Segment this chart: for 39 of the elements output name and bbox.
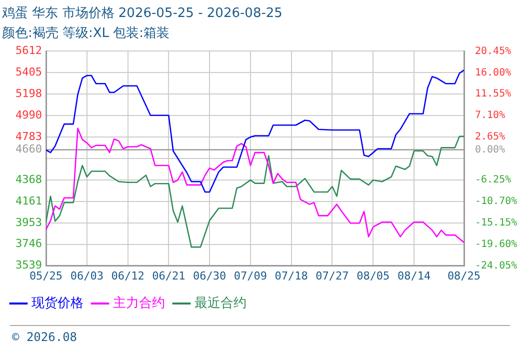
x-tick-label: 06/30: [193, 269, 226, 282]
y2-tick-label: -10.70%: [475, 196, 518, 208]
x-tick-label: 06/03: [70, 269, 104, 282]
x-tick-label: 05/25: [29, 269, 63, 282]
y-tick-label: 5405: [16, 65, 42, 78]
y2-tick-label: -15.15%: [475, 217, 518, 228]
y-tick-label: 3539: [16, 258, 42, 272]
x-tick-label: 07/27: [316, 269, 349, 282]
x-tick-label: 08/25: [447, 269, 481, 282]
legend-label: 现货价格: [32, 296, 84, 311]
y2-tick-label: 7.10%: [475, 110, 506, 122]
y-tick-label: 4368: [16, 172, 42, 186]
y2-tick-label: 20.45%: [475, 46, 512, 57]
y2-tick-label: -24.05%: [475, 260, 518, 272]
x-tick-label: 07/09: [234, 269, 268, 282]
y-tick-label: 3746: [16, 237, 42, 250]
y2-tick-label: 0.00%: [475, 144, 506, 156]
y-tick-label: 3953: [16, 216, 42, 229]
ref-line-label: 4660: [16, 142, 42, 156]
chart-title: 鸡蛋 华东 市场价格 2026-05-25 - 2026-08-25: [1, 6, 282, 22]
legend-label: 主力合约: [113, 294, 165, 311]
y-tick-label: 4161: [16, 194, 42, 208]
x-tick-label: 07/18: [274, 269, 308, 282]
y2-tick-label: -19.60%: [475, 238, 518, 250]
y-tick-label: 4783: [16, 130, 42, 143]
chart-subtitle: 颜色:褐壳 等级:XL 包装:箱装: [2, 26, 170, 41]
y-tick-label: 5198: [16, 86, 42, 100]
y-tick-label: 4990: [16, 108, 42, 122]
y2-tick-label: 2.65%: [475, 132, 506, 143]
y-tick-label: 5612: [16, 44, 42, 58]
x-tick-label: 06/12: [111, 269, 144, 282]
legend-label: 最近合约: [194, 296, 246, 311]
x-tick-label: 06/21: [152, 269, 186, 282]
y2-tick-label: -6.25%: [475, 174, 512, 186]
x-tick-label: 08/14: [397, 269, 431, 282]
x-tick-label: 08/05: [356, 269, 390, 282]
text: © 2026.08: [12, 330, 78, 344]
y2-tick-label: 16.00%: [475, 67, 512, 78]
y2-tick-label: 11.55%: [475, 88, 512, 100]
